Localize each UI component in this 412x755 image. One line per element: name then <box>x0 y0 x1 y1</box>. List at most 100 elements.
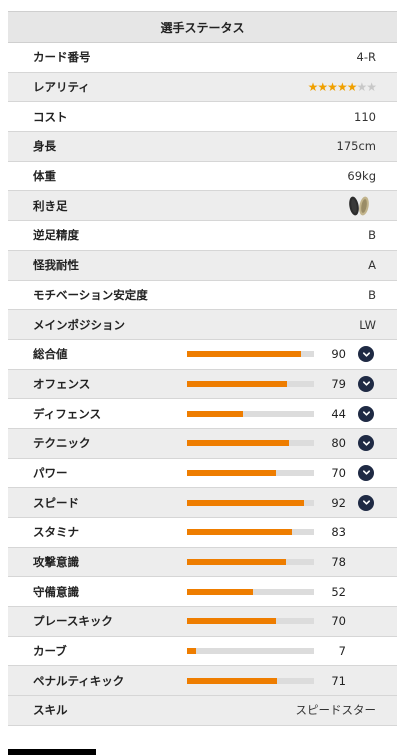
stat-value: 70 <box>331 614 346 629</box>
stat-bar-fill <box>187 499 304 506</box>
stat-label: 攻撃意識 <box>33 555 79 570</box>
row-card-number: カード番号 4-R <box>8 43 397 73</box>
stat-bar-fill <box>187 559 287 566</box>
stat-bar-fill <box>187 380 288 387</box>
stat-row[interactable]: ディフェンス 44 <box>8 399 397 429</box>
stat-value: 79 <box>331 376 346 391</box>
injury-resistance-value: A <box>368 258 376 273</box>
chevron-down-icon[interactable] <box>358 494 374 511</box>
row-weight: 体重 69kg <box>8 161 397 192</box>
stat-value: 71 <box>331 673 346 688</box>
stat-row[interactable]: テクニック 80 <box>8 428 397 459</box>
skill-label: スキル <box>33 703 68 718</box>
stat-row[interactable]: パワー 70 <box>8 458 397 489</box>
stat-label: プレースキック <box>33 614 113 629</box>
weight-label: 体重 <box>33 169 56 184</box>
weight-value: 69kg <box>347 169 376 184</box>
stat-bar-track <box>187 677 314 684</box>
chevron-down-icon[interactable] <box>358 375 374 392</box>
stat-row: プレースキック 70 <box>8 607 397 637</box>
rarity-stars: ★★★★★★★ <box>308 80 377 95</box>
stat-bar-fill <box>187 648 196 655</box>
stat-value: 80 <box>331 436 346 451</box>
stat-label: オフェンス <box>33 376 91 391</box>
stat-label: 総合値 <box>33 347 68 362</box>
stat-bar-track <box>187 499 314 506</box>
stat-value: 44 <box>331 406 346 421</box>
stat-row: ペナルティキック 71 <box>8 666 397 697</box>
motivation-value: B <box>368 287 376 302</box>
stat-bar-fill <box>187 351 302 358</box>
star-empty-icon: ★ <box>356 80 367 95</box>
panel-title: 選手ステータス <box>8 11 397 43</box>
stat-bar-fill <box>187 588 254 595</box>
stat-row[interactable]: 総合値 90 <box>8 339 397 370</box>
card-number-label: カード番号 <box>33 50 91 65</box>
stat-bar-track <box>187 469 314 476</box>
motivation-label: モチベーション安定度 <box>33 287 148 302</box>
chevron-down-icon[interactable] <box>358 435 374 452</box>
stat-bar-track <box>187 410 314 417</box>
stat-row: カーブ 7 <box>8 636 397 667</box>
chevron-down-icon[interactable] <box>358 464 374 481</box>
stat-bar-fill <box>187 618 276 625</box>
star-filled-icon: ★ <box>346 80 358 95</box>
injury-resistance-label: 怪我耐性 <box>33 258 79 273</box>
stat-value: 52 <box>331 584 346 599</box>
stat-bar-fill <box>187 529 293 536</box>
card-number-value: 4-R <box>356 50 376 65</box>
stat-bar-track <box>187 648 314 655</box>
stat-row[interactable]: オフェンス 79 <box>8 369 397 400</box>
height-label: 身長 <box>33 139 56 154</box>
row-skill: スキル スピードスター <box>8 696 397 726</box>
main-position-value: LW <box>359 317 376 332</box>
star-empty-icon: ★ <box>366 80 377 95</box>
row-dominant-foot: 利き足 <box>8 191 397 222</box>
stat-bar-track <box>187 380 314 387</box>
scroll-indicator <box>8 749 96 755</box>
feet-icon <box>349 196 369 216</box>
stat-label: カーブ <box>33 644 67 659</box>
stat-label: ディフェンス <box>33 406 101 421</box>
row-injury-resistance: 怪我耐性 A <box>8 250 397 281</box>
main-position-label: メインポジション <box>33 317 125 332</box>
stat-value: 78 <box>331 555 346 570</box>
cost-value: 110 <box>354 109 376 124</box>
stat-label: ペナルティキック <box>33 673 125 688</box>
stat-bar-track <box>187 588 314 595</box>
star-filled-icon: ★ <box>336 80 348 95</box>
stat-row: 攻撃意識 78 <box>8 547 397 578</box>
height-value: 175cm <box>336 139 376 154</box>
rarity-label: レアリティ <box>33 80 90 95</box>
row-weak-foot-accuracy: 逆足精度 B <box>8 221 397 251</box>
stat-row[interactable]: スピード 92 <box>8 488 397 518</box>
star-filled-icon: ★ <box>317 80 328 95</box>
stat-bar-track <box>187 440 314 447</box>
stat-value: 70 <box>331 465 346 480</box>
stat-value: 83 <box>331 525 346 540</box>
stat-label: 守備意識 <box>33 584 79 599</box>
chevron-down-icon[interactable] <box>358 405 374 422</box>
row-height: 身長 175cm <box>8 132 397 162</box>
weak-foot-label: 逆足精度 <box>33 228 79 243</box>
stat-value: 90 <box>331 347 346 362</box>
row-rarity: レアリティ ★★★★★★★ <box>8 72 397 103</box>
stat-bar-track <box>187 559 314 566</box>
stat-value: 92 <box>331 495 346 510</box>
stat-bar-track <box>187 618 314 625</box>
player-status-panel: 選手ステータス カード番号 4-R レアリティ ★★★★★★★ コスト 110 … <box>8 11 397 726</box>
dominant-foot-label: 利き足 <box>33 198 68 213</box>
row-cost: コスト 110 <box>8 102 397 133</box>
stat-bar-fill <box>187 677 278 684</box>
stat-row: スタミナ 83 <box>8 518 397 548</box>
chevron-down-icon[interactable] <box>358 346 374 363</box>
star-filled-icon: ★ <box>327 80 338 95</box>
row-main-position: メインポジション LW <box>8 310 397 340</box>
stat-bar-track <box>187 529 314 536</box>
row-motivation-stability: モチベーション安定度 B <box>8 280 397 311</box>
stat-bar-fill <box>187 410 243 417</box>
stat-label: スタミナ <box>33 525 79 540</box>
weak-foot-value: B <box>368 228 376 243</box>
stat-label: パワー <box>33 465 68 480</box>
stat-label: スピード <box>33 495 79 510</box>
